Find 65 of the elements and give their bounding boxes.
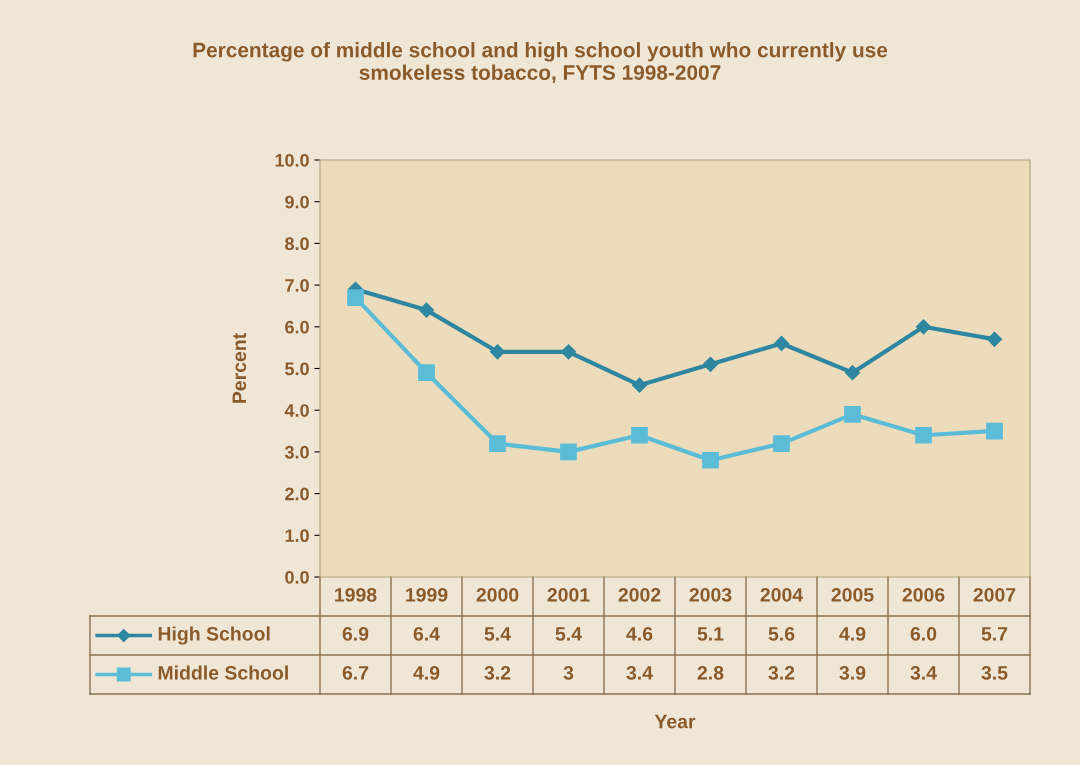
data-label: 4.6 — [626, 626, 653, 641]
point — [489, 435, 506, 452]
x-tick-label: 2003 — [689, 587, 732, 602]
data-label: 5.1 — [697, 627, 724, 641]
point — [773, 435, 790, 452]
data-label: 6.4 — [413, 626, 440, 641]
x-tick-label: 2005 — [831, 587, 874, 602]
data-label: 4.9 — [413, 665, 440, 680]
chart-title: Percentage of middle school and high school youth who currently use smokeless tobacco, FYTS 1998-2007 — [193, 42, 888, 83]
x-tick-label: 2004 — [760, 587, 804, 602]
x-tick-label: 2006 — [902, 587, 945, 602]
point — [986, 331, 1003, 347]
y-tick-label: 2.0 — [285, 487, 309, 501]
y-tick-label: 0.0 — [285, 570, 309, 584]
point — [915, 319, 932, 335]
point — [844, 365, 861, 381]
data-label: 3.2 — [768, 665, 795, 680]
y-tick-label: 7.0 — [285, 279, 309, 292]
y-tick-label: 10.0 — [275, 153, 309, 167]
x-tick-label: 2001 — [547, 587, 590, 602]
y-tick-label: 3.0 — [284, 445, 309, 459]
point — [418, 302, 435, 318]
legend-label: High School — [158, 626, 270, 645]
y-tick-label: 8.0 — [285, 237, 309, 251]
data-label: 5.6 — [768, 626, 795, 641]
y-tick-label: 6.0 — [285, 320, 309, 334]
data-label: 5.4 — [484, 627, 511, 641]
legend-label: Middle School — [158, 665, 288, 680]
x-tick-label: 2002 — [618, 587, 661, 602]
data-label: 5.7 — [981, 627, 1008, 641]
point — [773, 335, 790, 352]
x-tick-label: 2000 — [476, 587, 519, 602]
x-tick-label: 1998 — [335, 587, 377, 602]
y-tick-label: 1.0 — [285, 529, 309, 543]
x-tick-label: 2007 — [973, 587, 1016, 602]
point — [631, 377, 648, 393]
data-label: 6.7 — [342, 665, 369, 680]
data-label: 3 — [563, 665, 574, 680]
data-label: 3.4 — [626, 665, 653, 680]
point — [418, 364, 435, 382]
point — [844, 406, 861, 423]
data-label: 6.0 — [910, 626, 937, 641]
point — [631, 426, 648, 444]
y-tick-label: 5.0 — [285, 362, 309, 376]
point — [702, 356, 719, 372]
data-label: 3.5 — [981, 665, 1008, 680]
point — [915, 426, 932, 444]
point — [986, 422, 1003, 440]
y-axis-title: Percent — [232, 333, 247, 403]
data-label: 5.4 — [555, 627, 582, 641]
y-tick-label: 9.0 — [285, 195, 309, 209]
point — [347, 289, 364, 306]
point — [702, 451, 719, 469]
y-tick-label: 4.0 — [284, 404, 309, 417]
point — [560, 344, 577, 360]
data-label: 3.4 — [910, 665, 937, 680]
x-tick-label: 1999 — [406, 587, 448, 602]
point — [560, 443, 577, 461]
data-label: 6.9 — [342, 626, 369, 641]
data-label: 2.8 — [697, 665, 724, 680]
text: Year — [654, 714, 696, 729]
point — [489, 344, 506, 360]
data-label: 3.9 — [839, 665, 866, 680]
data-label: 3.2 — [484, 665, 511, 680]
data-label: 4.9 — [839, 626, 866, 641]
